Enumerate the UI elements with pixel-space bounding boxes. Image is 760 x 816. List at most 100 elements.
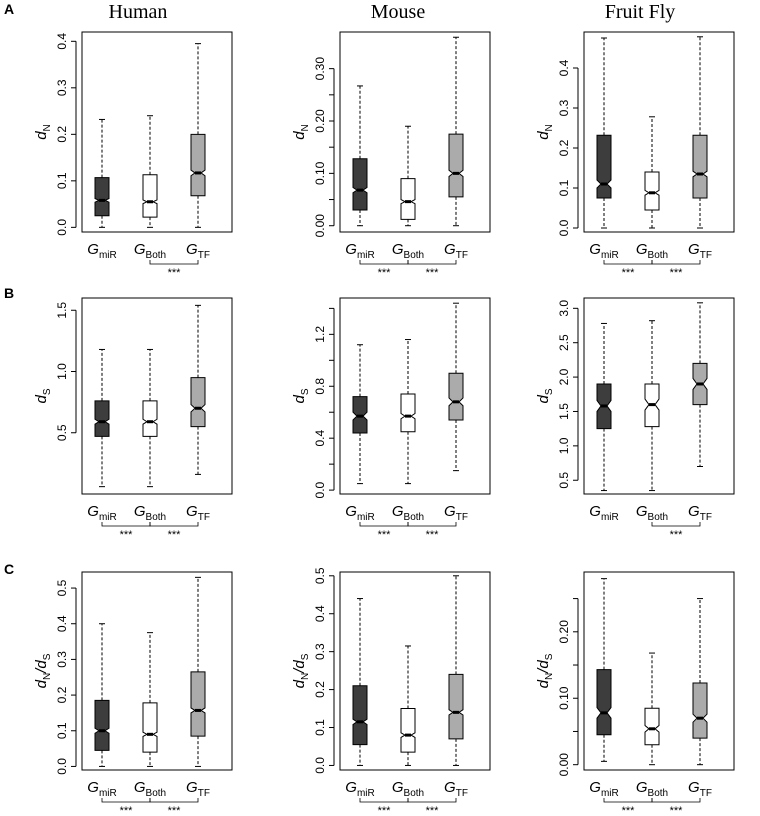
category-subscript: TF bbox=[700, 512, 712, 523]
x-category-label: GBoth bbox=[392, 779, 424, 799]
x-category-label: GTF bbox=[444, 241, 468, 261]
box-mir: GmiR bbox=[345, 85, 375, 261]
notched-box bbox=[448, 673, 464, 740]
y-label-subscript: S bbox=[42, 388, 53, 395]
significance-stars: *** bbox=[168, 267, 182, 279]
y-axis-label: dS bbox=[33, 388, 53, 403]
row-letter-a: A bbox=[4, 1, 14, 17]
y-tick-label: 0.0 bbox=[55, 219, 69, 236]
significance-stars: *** bbox=[168, 805, 182, 816]
box-both: GBoth bbox=[636, 652, 668, 799]
y-label-base: d bbox=[535, 395, 552, 404]
y-axis-label: dN bbox=[535, 124, 555, 140]
y-tick-label: 0.1 bbox=[557, 179, 571, 196]
bracket-line bbox=[651, 522, 701, 527]
category-subscript: Both bbox=[146, 512, 167, 523]
notched-box bbox=[448, 372, 464, 421]
significance-bracket: *** bbox=[407, 260, 457, 279]
y-label-base: d bbox=[33, 395, 50, 404]
category-base: G bbox=[134, 503, 146, 520]
y-tick-label: 0.3 bbox=[55, 79, 69, 96]
category-base: G bbox=[589, 241, 601, 258]
notched-box bbox=[596, 669, 612, 736]
significance-stars: *** bbox=[670, 267, 684, 279]
y-tick-label: 0.5 bbox=[55, 424, 69, 441]
box-mir: GmiR bbox=[87, 118, 117, 261]
y-tick-label: 0.3 bbox=[313, 643, 327, 660]
x-category-label: GmiR bbox=[87, 503, 116, 523]
row-letter-b: B bbox=[4, 285, 14, 301]
notched-box bbox=[142, 702, 158, 753]
notched-box bbox=[400, 708, 416, 753]
significance-bracket: *** bbox=[407, 522, 457, 541]
y-label-subscript: S bbox=[544, 388, 555, 395]
category-subscript: TF bbox=[456, 250, 468, 261]
y-label-separator: / bbox=[33, 667, 50, 674]
bracket-line bbox=[407, 798, 457, 803]
category-base: G bbox=[444, 779, 456, 796]
y-tick-label: 0.0 bbox=[557, 219, 571, 236]
notched-box bbox=[94, 400, 110, 437]
category-base: G bbox=[589, 503, 601, 520]
notched-box bbox=[190, 377, 206, 428]
x-category-label: GmiR bbox=[345, 779, 374, 799]
category-subscript: TF bbox=[456, 512, 468, 523]
category-subscript: Both bbox=[648, 512, 669, 523]
box-both: GBoth bbox=[392, 645, 424, 799]
significance-stars: *** bbox=[426, 805, 440, 816]
notched-box bbox=[596, 134, 612, 199]
y-tick-label: 2.0 bbox=[557, 368, 571, 385]
y-tick-label: 0.1 bbox=[55, 722, 69, 739]
x-category-label: GmiR bbox=[345, 503, 374, 523]
box-mir: GmiR bbox=[345, 598, 375, 799]
x-category-label: GmiR bbox=[87, 241, 116, 261]
y-axis-label: dN bbox=[33, 124, 53, 140]
y-tick-label: 1.0 bbox=[55, 363, 69, 380]
category-subscript: miR bbox=[601, 788, 619, 799]
y-label-subscript-2: S bbox=[544, 653, 555, 660]
category-subscript: miR bbox=[357, 788, 375, 799]
category-base: G bbox=[392, 503, 404, 520]
y-tick-label: 0.8 bbox=[313, 378, 327, 395]
y-label-subscript: S bbox=[300, 388, 311, 395]
y-axis-label: dS bbox=[535, 388, 555, 403]
x-category-label: GTF bbox=[444, 779, 468, 799]
y-label-base: d bbox=[535, 131, 552, 140]
y-tick-label: 0.2 bbox=[313, 681, 327, 698]
y-tick-label: 0.10 bbox=[313, 161, 327, 185]
notched-box bbox=[94, 699, 110, 751]
significance-bracket: *** bbox=[149, 798, 199, 816]
category-subscript: Both bbox=[404, 250, 425, 261]
x-category-label: GmiR bbox=[87, 779, 116, 799]
category-base: G bbox=[444, 503, 456, 520]
y-tick-label: 0.3 bbox=[557, 99, 571, 116]
significance-stars: *** bbox=[426, 267, 440, 279]
y-tick-label: 0.0 bbox=[313, 481, 327, 498]
category-base: G bbox=[87, 241, 99, 258]
category-base: G bbox=[345, 779, 357, 796]
x-category-label: GTF bbox=[186, 779, 210, 799]
box-mir: GmiR bbox=[589, 322, 619, 523]
notched-box bbox=[142, 400, 158, 437]
y-tick-label: 0.5 bbox=[313, 567, 327, 584]
bracket-line bbox=[651, 260, 701, 265]
significance-bracket: *** bbox=[603, 798, 653, 816]
box-both: GBoth bbox=[134, 348, 167, 523]
x-category-label: GBoth bbox=[134, 779, 166, 799]
y-tick-label: 0.2 bbox=[55, 686, 69, 703]
y-label-subscript: N bbox=[300, 673, 311, 680]
y-tick-label: 0.1 bbox=[55, 172, 69, 189]
significance-bracket: *** bbox=[101, 798, 151, 816]
column-title-mouse: Mouse bbox=[371, 1, 426, 23]
category-subscript: TF bbox=[700, 250, 712, 261]
plot-frame bbox=[339, 31, 491, 233]
plot-frame bbox=[339, 571, 491, 771]
category-base: G bbox=[134, 241, 146, 258]
category-base: G bbox=[636, 503, 648, 520]
category-subscript: Both bbox=[146, 250, 167, 261]
significance-bracket: *** bbox=[359, 798, 409, 816]
